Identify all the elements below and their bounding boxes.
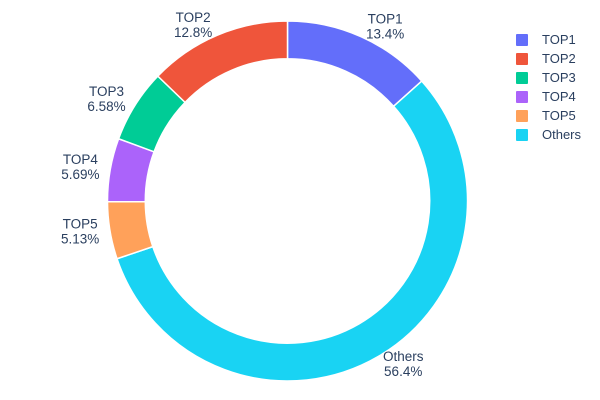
slice-label-top4: TOP4 5.69% bbox=[61, 152, 99, 182]
legend-item-others[interactable]: Others bbox=[516, 125, 581, 144]
legend-item-top4[interactable]: TOP4 bbox=[516, 87, 581, 106]
slice-label-top2: TOP2 12.8% bbox=[174, 10, 212, 40]
legend-swatch-top5 bbox=[516, 109, 528, 122]
slice-label-top5: TOP5 5.13% bbox=[61, 216, 99, 246]
legend-swatch-top2 bbox=[516, 52, 528, 65]
legend-item-top1[interactable]: TOP1 bbox=[516, 30, 581, 49]
legend-label-top2: TOP2 bbox=[542, 51, 576, 66]
slice-label-top3: TOP3 6.58% bbox=[87, 84, 125, 114]
legend-label-others: Others bbox=[542, 127, 582, 142]
legend-label-top5: TOP5 bbox=[542, 108, 576, 123]
donut-slices bbox=[106, 20, 469, 382]
legend-label-top4: TOP4 bbox=[542, 89, 576, 104]
pie-slice-others[interactable] bbox=[116, 80, 469, 382]
legend-swatch-top4 bbox=[516, 90, 528, 103]
legend: TOP1 TOP2 TOP3 TOP4 TOP5 Others bbox=[516, 30, 581, 144]
legend-label-top1: TOP1 bbox=[542, 32, 576, 47]
legend-label-top3: TOP3 bbox=[542, 70, 576, 85]
legend-swatch-others bbox=[516, 128, 528, 141]
slice-label-others: Others 56.4% bbox=[383, 349, 424, 379]
legend-item-top5[interactable]: TOP5 bbox=[516, 106, 581, 125]
pie-slice-top2[interactable] bbox=[157, 20, 289, 104]
legend-item-top2[interactable]: TOP2 bbox=[516, 49, 581, 68]
donut-slice-labels: TOP1 13.4% Others 56.4% TOP5 5.13% TOP4 5.69% TO… bbox=[61, 10, 424, 379]
slice-label-top1: TOP1 13.4% bbox=[366, 12, 404, 42]
legend-swatch-top3 bbox=[516, 71, 528, 84]
legend-item-top3[interactable]: TOP3 bbox=[516, 68, 581, 87]
legend-swatch-top1 bbox=[516, 33, 528, 46]
